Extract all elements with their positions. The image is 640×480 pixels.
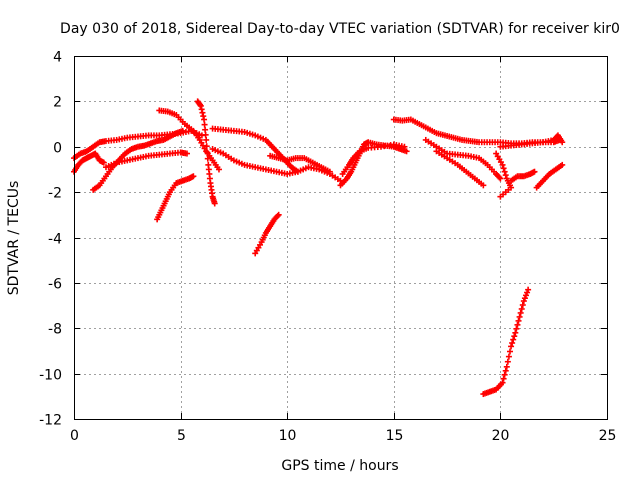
y-axis-label: SDTVAR / TECUs	[6, 181, 22, 296]
series-arc4	[102, 149, 190, 171]
data-point	[505, 353, 512, 360]
data-point	[500, 375, 507, 382]
data-point	[203, 143, 210, 150]
data-point	[517, 309, 524, 316]
series-arc16	[433, 148, 487, 189]
data-point	[515, 317, 522, 324]
data-point	[559, 161, 566, 168]
series-arc3	[90, 127, 186, 193]
data-point	[520, 298, 527, 305]
series-arc18	[508, 168, 538, 184]
series-arc5	[154, 173, 197, 223]
data-points	[71, 98, 566, 398]
data-point	[525, 286, 532, 293]
data-point	[190, 173, 197, 180]
data-point	[509, 339, 516, 346]
data-point	[524, 289, 531, 296]
data-point	[480, 182, 487, 189]
data-point	[502, 172, 509, 179]
y-tick-label: -12	[39, 413, 62, 429]
data-point	[204, 155, 211, 162]
y-tick-label: -8	[48, 322, 62, 338]
data-point	[499, 161, 506, 168]
x-axis-label: GPS time / hours	[281, 458, 398, 474]
x-tick-label: 10	[279, 428, 297, 444]
series-arc1	[71, 150, 107, 175]
chart-title: Day 030 of 2018, Sidereal Day-to-day VTE…	[60, 21, 620, 37]
data-point	[500, 165, 507, 172]
data-point	[183, 150, 190, 157]
data-point	[202, 126, 209, 133]
data-point	[502, 367, 509, 374]
x-tick-label: 25	[599, 428, 617, 444]
series-arc15	[422, 136, 504, 182]
series-arc19	[497, 132, 566, 150]
y-tick-label: -10	[39, 368, 62, 384]
data-point	[274, 212, 281, 219]
data-point	[508, 343, 515, 350]
data-point	[275, 211, 282, 218]
series-arc17	[493, 150, 515, 200]
data-point	[501, 371, 508, 378]
data-point	[497, 175, 504, 182]
data-point	[179, 127, 186, 134]
data-point	[499, 379, 506, 386]
data-point	[203, 136, 210, 143]
data-point	[504, 358, 511, 365]
y-tick-label: -2	[48, 186, 62, 202]
data-point	[215, 166, 222, 173]
data-point	[506, 348, 513, 355]
series-arc11	[267, 152, 333, 175]
y-tick-label: 2	[53, 95, 62, 111]
data-point	[559, 139, 566, 146]
series-arc21	[480, 286, 532, 398]
data-point	[519, 301, 526, 308]
data-point	[326, 168, 333, 175]
series-arc20	[533, 161, 566, 191]
data-point	[513, 325, 520, 332]
x-tick-label: 5	[177, 428, 186, 444]
series-arc8	[209, 125, 301, 175]
x-tick-label: 0	[70, 428, 79, 444]
data-point	[501, 168, 508, 175]
y-tick-label: 0	[53, 141, 62, 157]
data-point	[511, 333, 518, 340]
y-tick-label: -4	[48, 232, 62, 248]
data-point	[510, 336, 517, 343]
y-tick-label: -6	[48, 277, 62, 293]
series-arc10	[252, 211, 282, 257]
data-point	[522, 292, 529, 299]
data-point	[211, 200, 218, 207]
data-point	[496, 174, 503, 181]
data-point	[403, 148, 410, 155]
data-point	[518, 305, 525, 312]
data-point	[521, 295, 528, 302]
series-arc7	[194, 98, 218, 207]
data-point	[201, 116, 208, 123]
plot-frame	[74, 56, 608, 420]
data-point	[202, 131, 209, 138]
gridlines	[74, 56, 607, 419]
data-point	[503, 363, 510, 370]
x-tick-label: 15	[386, 428, 404, 444]
data-point	[531, 168, 538, 175]
y-tick-label: 4	[53, 50, 62, 66]
data-point	[204, 149, 211, 156]
x-tick-label: 20	[492, 428, 510, 444]
series-arc6	[156, 107, 222, 173]
data-point	[514, 321, 521, 328]
data-point	[201, 121, 208, 128]
data-point	[497, 193, 504, 200]
series-arc13	[339, 141, 408, 177]
data-point	[100, 159, 107, 166]
data-point	[512, 329, 519, 336]
data-point	[401, 143, 408, 150]
data-point	[516, 313, 523, 320]
